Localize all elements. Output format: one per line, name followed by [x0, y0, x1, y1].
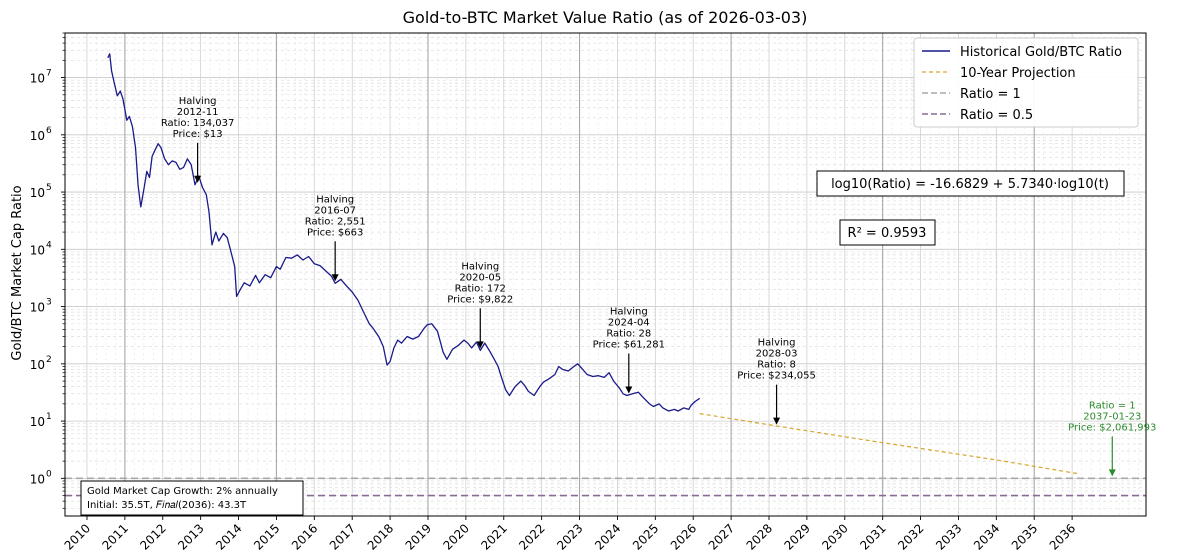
annotation-arrow-head — [331, 274, 339, 282]
r-squared-text: R² = 0.9593 — [848, 226, 927, 241]
x-tick-label: 2032 — [895, 521, 926, 552]
x-tick-label: 2019 — [403, 521, 434, 552]
annotation-arrow-head — [194, 175, 202, 183]
x-tick-label: 2012 — [137, 521, 168, 552]
annotation-text: 2020-05 — [459, 272, 501, 283]
annotation-arrow-head — [625, 386, 633, 394]
x-tick-label: 2022 — [516, 521, 547, 552]
x-tick-label: 2035 — [1009, 521, 1040, 552]
x-tick-label: 2023 — [554, 521, 585, 552]
annotation-text: Ratio: 2,551 — [305, 216, 366, 227]
legend-label-ratio-half: Ratio = 0.5 — [960, 108, 1033, 123]
x-tick-label: 2024 — [592, 521, 623, 552]
info-line-2: Initial: 35.5T, 𝐹𝑖𝑛𝑎𝑙(2036): 43.3T — [87, 500, 247, 511]
y-tick-label: 10 — [30, 358, 45, 372]
annotation-arrow-head — [773, 417, 781, 425]
x-tick-label: 2031 — [857, 521, 888, 552]
x-tick-label: 2028 — [744, 521, 775, 552]
x-tick-label: 2015 — [251, 521, 282, 552]
legend-label-ratio-1: Ratio = 1 — [960, 87, 1021, 102]
grid-layer — [65, 32, 1146, 516]
x-tick-label: 2020 — [440, 521, 471, 552]
annotation-text: Halving — [461, 261, 499, 272]
y-tick-label: 10 — [30, 472, 45, 486]
y-tick-label-exponent: 4 — [46, 240, 52, 250]
y-tick-label: 10 — [30, 129, 45, 143]
x-tick-label: 2034 — [971, 521, 1002, 552]
annotation-text: Halving — [179, 96, 217, 107]
y-tick-label: 10 — [30, 72, 45, 86]
y-axis-label: Gold/BTC Market Cap Ratio — [10, 185, 25, 360]
gold-growth-info-box: Gold Market Cap Growth: 2% annually Init… — [80, 480, 304, 516]
x-tick-label: 2017 — [327, 521, 358, 552]
x-tick-label: 2010 — [62, 521, 93, 552]
annotation-text: Price: $2,061,993 — [1068, 422, 1156, 433]
x-tick-label: 2030 — [819, 521, 850, 552]
info-line-1: Gold Market Cap Growth: 2% annually — [87, 486, 278, 497]
y-tick-label-exponent: 2 — [46, 355, 52, 365]
projection-series-line — [699, 413, 1079, 475]
annotation-text: 2037-01-23 — [1083, 411, 1141, 422]
y-tick-label: 10 — [30, 301, 45, 315]
annotation-text: Ratio: 172 — [455, 283, 506, 294]
y-tick-label-exponent: 5 — [46, 183, 52, 193]
annotation-text: Price: $13 — [173, 129, 223, 140]
fit-equation-box: log10(Ratio) = -16.6829 + 5.7340·log10(t… — [816, 170, 1125, 197]
x-tick-label: 2013 — [175, 521, 206, 552]
y-tick-label-exponent: 0 — [46, 469, 52, 479]
series-layer — [107, 53, 1079, 475]
y-tick-label: 10 — [30, 243, 45, 257]
y-tick-label: 10 — [30, 186, 45, 200]
x-tick-label: 2029 — [782, 521, 813, 552]
x-tick-label: 2033 — [933, 521, 964, 552]
annotation-text: Price: $234,055 — [737, 371, 816, 382]
r-squared-box: R² = 0.9593 — [839, 219, 936, 246]
annotation-text: 2016-07 — [314, 205, 356, 216]
fit-equation: log10(Ratio) = -16.6829 + 5.7340·log10(t… — [831, 177, 1109, 192]
annotation-text: 2012-11 — [177, 107, 219, 118]
legend: Historical Gold/BTC Ratio 10-Year Projec… — [913, 37, 1139, 128]
annotation-text: Ratio: 8 — [757, 360, 796, 371]
annotation-arrow-head — [476, 341, 484, 349]
legend-label-historical: Historical Gold/BTC Ratio — [960, 45, 1122, 60]
x-tick-label: 2021 — [478, 521, 509, 552]
legend-label-projection: 10-Year Projection — [960, 66, 1076, 81]
annotation-text: Price: $61,281 — [593, 339, 665, 350]
annotation-text: 2024-04 — [608, 317, 650, 328]
x-tick-label: 2014 — [213, 521, 244, 552]
annotation-arrow-head — [1108, 469, 1116, 477]
annotation-text: 2028-03 — [756, 349, 798, 360]
x-tick-label: 2016 — [289, 521, 320, 552]
y-tick-label-exponent: 7 — [46, 69, 52, 79]
y-tick-label-exponent: 6 — [46, 126, 52, 136]
annotation-text: Halving — [758, 338, 796, 349]
annotation-text: Halving — [610, 306, 648, 317]
annotation-text: Ratio = 1 — [1089, 400, 1136, 411]
chart-title: Gold-to-BTC Market Value Ratio (as of 20… — [403, 8, 808, 27]
x-tick-label: 2036 — [1047, 521, 1078, 552]
y-tick-label-exponent: 1 — [46, 412, 52, 422]
y-tick-label-exponent: 3 — [46, 298, 52, 308]
annotation-text: Price: $9,822 — [447, 294, 513, 305]
historical-series-line — [107, 53, 701, 412]
x-tick-label: 2011 — [99, 521, 130, 552]
annotation-text: Halving — [316, 194, 354, 205]
plot-frame — [64, 32, 1147, 517]
x-tick-label: 2018 — [365, 521, 396, 552]
annotation-text: Price: $663 — [307, 227, 363, 238]
annotation-text: Ratio: 134,037 — [161, 118, 235, 129]
x-tick-label: 2025 — [630, 521, 661, 552]
y-tick-label: 10 — [30, 415, 45, 429]
x-tick-label: 2026 — [668, 521, 699, 552]
x-tick-label: 2027 — [706, 521, 737, 552]
annotation-text: Ratio: 28 — [606, 328, 651, 339]
